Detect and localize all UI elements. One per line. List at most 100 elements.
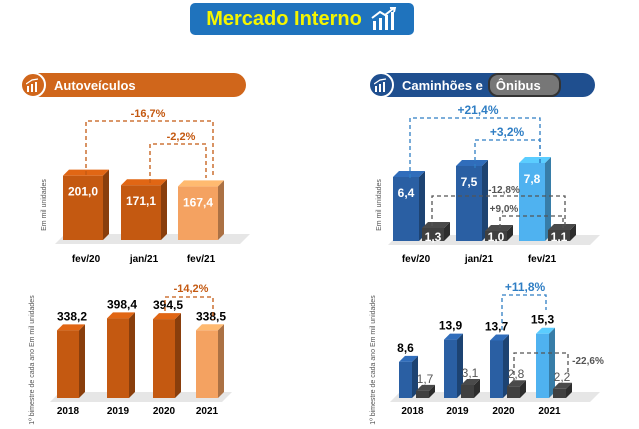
bar-auto-1 [121,185,161,240]
bar-bus-year-2 [507,386,520,398]
bar-bus-1-side [507,225,513,241]
bar-auto-0-top [63,169,109,176]
bar-label: 2,8 [508,367,525,381]
variation-bracket [474,139,541,168]
bar-label: 398,4 [107,297,137,311]
chart-floor [388,235,600,245]
y-axis-label: Em mil unidades [376,179,383,231]
bar-bus-0 [422,228,444,241]
bar-bus-2-side [570,224,576,241]
page-title-box: Mercado Interno [190,3,414,35]
bar-label: 6,4 [398,186,415,200]
bar-auto-year-0-top [57,324,85,331]
bar-truck-year-0-top [399,355,418,362]
bar-auto-0-side [103,169,109,240]
variation-bracket [499,215,564,228]
bar-label: 171,1 [126,194,156,208]
x-tick-label: jan/21 [464,254,494,265]
bar-truck-year-2-top [490,334,509,341]
variation-bracket [85,120,214,178]
bar-bus-year-1 [461,384,474,398]
bar-label: 1,7 [417,372,434,386]
caminhoes-title-part2: Ônibus [495,77,541,93]
bar-bus-year-0-side [429,384,435,398]
bar-label: 7,8 [524,172,541,186]
bar-auto-1-side [161,179,167,240]
bar-truck-0 [393,177,419,241]
bar-truck-year-3-side [549,327,555,398]
x-tick-label: 2018 [401,406,424,417]
bar-label: 15,3 [531,313,555,327]
bar-truck-0-side [419,171,425,241]
bar-truck-year-3 [536,333,549,398]
bar-truck-2 [519,163,545,241]
bar-bus-year-2-side [520,380,526,398]
bar-bus-2-top [548,224,576,230]
bar-auto-1-top [121,179,167,186]
chart-floor [390,392,600,402]
bar-bus-2 [548,230,570,241]
annotation-label: -14,2% [174,283,209,295]
chart-floor [50,392,232,402]
bar-label: 201,0 [68,185,98,199]
bar-label: 7,5 [461,175,478,189]
variation-bracket [501,294,547,330]
bar-truck-2-top [519,157,551,163]
bar-truck-2-side [545,157,551,241]
bar-bus-1-top [485,225,513,231]
bar-label: 1,0 [488,230,505,244]
bar-bus-0-top [422,222,450,228]
bar-label: 1,3 [425,230,442,244]
bar-bus-year-1-side [474,378,480,398]
bar-auto-year-3-side [218,324,224,398]
bar-truck-year-0 [399,361,412,398]
bar-label: 13,7 [485,319,509,333]
annotation-label: -16,7% [131,108,166,120]
x-tick-label: 2018 [57,406,80,417]
annotation-label: +11,8% [505,280,546,294]
autoveiculos-pill: Autoveículos [20,72,246,98]
bar-truck-1-side [482,160,488,241]
bar-label: 338,5 [196,309,226,323]
annotation-label: +21,4% [457,103,498,117]
bar-auto-year-1 [107,318,129,398]
bar-auto-year-1-side [129,312,135,398]
bar-label: 167,4 [183,195,213,209]
bar-label: 8,6 [397,341,414,355]
y-axis-label: 1º bimestre de cada ano Em mil unidades [370,295,377,425]
y-axis-label: Em mil unidades [41,179,48,231]
bar-truck-0-top [393,171,425,177]
autoveiculos-title: Autoveículos [54,77,136,93]
chart-icon [368,72,394,98]
bar-auto-year-1-top [107,312,135,319]
bar-bus-year-2-top [507,380,526,387]
annotation-label: +9,0% [490,204,519,215]
x-tick-label: 2019 [446,406,469,417]
bar-bus-year-0 [416,390,429,398]
bar-truck-year-2-side [503,334,509,398]
chart-floor [55,234,250,244]
bar-label: 394,5 [153,298,183,312]
bar-auto-2-side [218,180,224,240]
bar-bus-0-side [444,222,450,241]
caminhoes-pill: Caminhões e Ônibus [368,72,595,98]
bar-truck-year-1-side [457,333,463,398]
bar-auto-2-top [178,180,224,187]
x-tick-label: fev/21 [528,254,557,265]
variation-bracket [513,352,569,382]
bar-label: 2,2 [554,370,571,384]
bar-auto-year-3-top [196,324,224,331]
variation-bracket [164,296,214,320]
x-tick-label: 2021 [196,406,219,417]
bar-auto-year-2-side [175,313,181,398]
variation-bracket [149,143,207,183]
x-tick-label: 2020 [153,406,176,417]
bar-bus-year-3 [553,388,566,398]
variation-bracket [431,195,566,226]
variation-bracket [409,117,541,178]
x-tick-label: jan/21 [129,254,159,265]
bar-auto-year-2-top [153,313,181,320]
bar-auto-2 [178,186,218,240]
bar-bus-year-0-top [416,384,435,391]
